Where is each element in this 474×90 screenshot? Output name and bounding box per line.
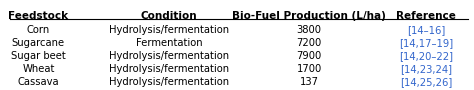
Text: [14,23,24]: [14,23,24] xyxy=(400,64,452,74)
Text: 7200: 7200 xyxy=(297,38,322,48)
Text: Cassava: Cassava xyxy=(18,77,59,87)
Text: Condition: Condition xyxy=(141,11,198,21)
Text: Feedstock: Feedstock xyxy=(9,11,68,21)
Text: Wheat: Wheat xyxy=(22,64,55,74)
Text: 137: 137 xyxy=(300,77,319,87)
Text: Hydrolysis/fermentation: Hydrolysis/fermentation xyxy=(109,77,229,87)
Text: Sugarcane: Sugarcane xyxy=(12,38,65,48)
Text: Hydrolysis/fermentation: Hydrolysis/fermentation xyxy=(109,25,229,35)
Text: Bio-Fuel Production (L/ha): Bio-Fuel Production (L/ha) xyxy=(232,11,386,21)
Text: 3800: 3800 xyxy=(297,25,322,35)
Text: Reference: Reference xyxy=(396,11,456,21)
Text: [14,25,26]: [14,25,26] xyxy=(400,77,452,87)
Text: Sugar beet: Sugar beet xyxy=(11,51,66,61)
Text: Hydrolysis/fermentation: Hydrolysis/fermentation xyxy=(109,64,229,74)
Text: 7900: 7900 xyxy=(297,51,322,61)
Text: [14,17–19]: [14,17–19] xyxy=(399,38,453,48)
Text: 1700: 1700 xyxy=(297,64,322,74)
Text: [14,20–22]: [14,20–22] xyxy=(399,51,453,61)
Text: Hydrolysis/fermentation: Hydrolysis/fermentation xyxy=(109,51,229,61)
Text: Corn: Corn xyxy=(27,25,50,35)
Text: [14–16]: [14–16] xyxy=(407,25,445,35)
Text: Fermentation: Fermentation xyxy=(136,38,202,48)
